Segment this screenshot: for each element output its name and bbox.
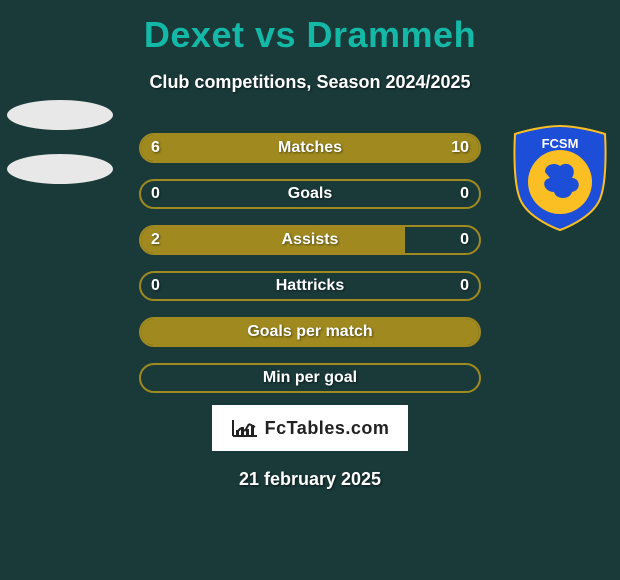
stat-bar-left	[141, 227, 405, 253]
stat-value-left: 2	[151, 231, 160, 249]
stat-row: 2 0 Assists	[139, 225, 481, 255]
stat-value-right: 10	[451, 139, 469, 157]
source-badge[interactable]: FcTables.com	[212, 405, 408, 451]
player-right-avatar-group: FCSM	[505, 100, 615, 210]
source-brand-text: FcTables.com	[265, 418, 390, 439]
stat-value-left: 0	[151, 185, 160, 203]
stat-row: 6 10 Matches	[139, 133, 481, 163]
stat-label: Min per goal	[263, 369, 357, 387]
page-title: Dexet vs Drammeh	[0, 0, 620, 56]
stat-row: 0 0 Hattricks	[139, 271, 481, 301]
player-left-photo-placeholder	[7, 100, 113, 130]
player-left-club-placeholder	[7, 154, 113, 184]
stat-bar-left	[141, 135, 268, 161]
stat-label: Goals per match	[247, 323, 372, 341]
stat-value-left: 0	[151, 277, 160, 295]
stat-row: Min per goal	[139, 363, 481, 393]
stat-value-right: 0	[460, 277, 469, 295]
badge-text: FCSM	[542, 136, 579, 151]
stat-value-left: 6	[151, 139, 160, 157]
player-left-avatar-group	[5, 100, 115, 210]
stat-label: Hattricks	[276, 277, 344, 295]
date-text: 21 february 2025	[0, 469, 620, 490]
stat-label: Matches	[278, 139, 342, 157]
stat-row: 0 0 Goals	[139, 179, 481, 209]
stat-row: Goals per match	[139, 317, 481, 347]
stats-container: 6 10 Matches 0 0 Goals 2 0 Assists 0 0 Hattricks Goa…	[139, 133, 481, 393]
stat-label: Assists	[282, 231, 339, 249]
shield-icon: FCSM	[510, 124, 610, 232]
stat-label: Goals	[288, 185, 332, 203]
subtitle: Club competitions, Season 2024/2025	[0, 72, 620, 93]
stat-value-right: 0	[460, 231, 469, 249]
stat-value-right: 0	[460, 185, 469, 203]
chart-bars-icon	[231, 418, 259, 438]
club-badge-fcsm: FCSM	[510, 124, 610, 232]
